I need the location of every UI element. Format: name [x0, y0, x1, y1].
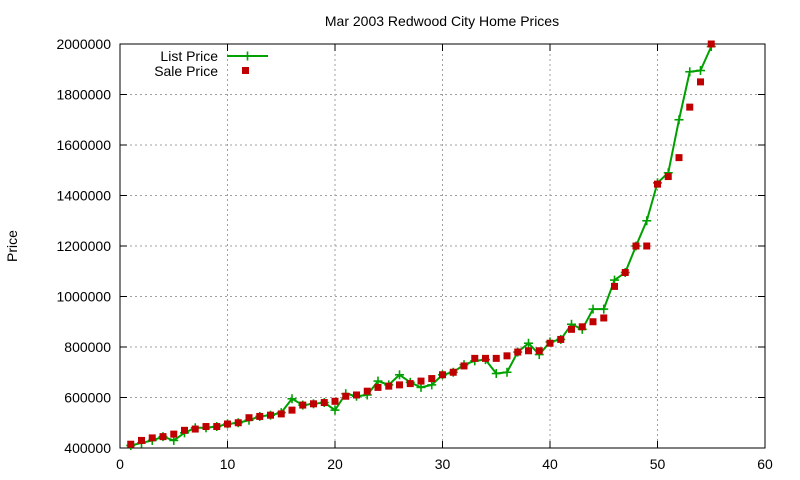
data-point-sale-price [396, 381, 403, 389]
data-point-sale-price [557, 335, 565, 343]
data-point-list-price [330, 405, 340, 415]
legend-marker-list-price [243, 51, 252, 61]
data-point-sale-price [353, 391, 360, 399]
legend-label-sale-price: Sale Price [154, 63, 218, 79]
data-point-list-price [685, 67, 695, 77]
data-point-list-price [395, 370, 404, 380]
data-point-sale-price [127, 440, 135, 448]
grid-lines [120, 44, 765, 448]
x-tick-label: 50 [650, 456, 666, 472]
data-point-sale-price [342, 392, 350, 400]
data-point-sale-price [224, 420, 231, 428]
data-point-sale-price [256, 412, 264, 420]
legend: List Price Sale Price [154, 48, 268, 79]
data-point-sale-price [546, 339, 554, 347]
data-point-sale-price [482, 354, 489, 362]
legend-marker-sale-price [242, 67, 249, 74]
data-point-sale-price [697, 78, 704, 86]
data-point-sale-price [374, 383, 382, 391]
y-tick-label: 1000000 [56, 289, 111, 305]
data-point-sale-price [148, 434, 156, 442]
data-point-sale-price [600, 314, 608, 322]
data-point-sale-price [320, 399, 328, 407]
data-point-sale-price [632, 242, 640, 250]
x-tick-label: 20 [327, 456, 343, 472]
data-point-sale-price [288, 406, 296, 414]
data-point-sale-price [675, 154, 683, 162]
data-point-sale-price [202, 423, 210, 431]
data-point-list-price [674, 115, 684, 125]
y-tick-label: 600000 [64, 390, 111, 406]
chart-title: Mar 2003 Redwood City Home Prices [325, 13, 559, 29]
data-point-sale-price [471, 354, 479, 362]
data-point-sale-price [191, 425, 199, 433]
x-tick-labels: 0 10 20 30 40 50 60 [116, 456, 773, 472]
y-tick-labels: 400000 600000 800000 1000000 1200000 1400000 1… [56, 36, 111, 456]
data-point-list-price [491, 369, 501, 379]
data-point-list-price [696, 66, 705, 76]
data-point-sale-price [578, 323, 586, 331]
data-point-sale-price [234, 419, 242, 427]
y-tick-label: 1400000 [56, 188, 111, 204]
x-tick-label: 10 [220, 456, 236, 472]
data-point-list-price [287, 394, 297, 404]
data-point-sale-price [417, 377, 425, 385]
data-point-sale-price [213, 423, 221, 431]
data-point-sale-price [589, 318, 597, 326]
data-point-sale-price [138, 436, 145, 444]
data-point-sale-price [245, 414, 253, 422]
data-point-sale-price [267, 411, 274, 419]
data-point-sale-price [428, 375, 436, 383]
data-point-sale-price [654, 180, 661, 188]
data-point-sale-price [406, 380, 414, 388]
series-sale-price [127, 40, 715, 448]
data-point-sale-price [643, 242, 651, 250]
y-tick-label: 2000000 [56, 36, 111, 52]
data-point-sale-price [664, 173, 672, 181]
data-point-sale-price [568, 325, 575, 333]
series-layer [126, 40, 716, 450]
x-tick-label: 0 [116, 456, 124, 472]
y-tick-label: 1600000 [56, 137, 111, 153]
data-point-sale-price [310, 400, 317, 408]
data-point-list-price [588, 304, 598, 314]
data-point-sale-price [299, 401, 307, 409]
data-point-list-price [524, 338, 533, 348]
axis-ticks [119, 43, 766, 449]
data-point-sale-price [181, 426, 188, 434]
data-point-list-price [642, 216, 652, 226]
data-point-sale-price [331, 397, 339, 405]
data-point-sale-price [503, 352, 511, 360]
data-point-sale-price [277, 410, 285, 418]
data-point-sale-price [686, 103, 694, 111]
legend-label-list-price: List Price [160, 48, 218, 64]
data-point-sale-price [449, 368, 457, 376]
x-tick-label: 60 [757, 456, 773, 472]
x-tick-label: 40 [542, 456, 558, 472]
y-axis-label: Price [4, 230, 20, 262]
data-point-sale-price [170, 430, 178, 438]
y-tick-label: 1800000 [56, 87, 111, 103]
data-point-sale-price [514, 348, 522, 356]
data-point-sale-price [460, 362, 468, 370]
data-point-sale-price [535, 347, 543, 355]
y-tick-label: 1200000 [56, 238, 111, 254]
data-point-list-price [502, 367, 512, 377]
data-point-sale-price [159, 433, 167, 441]
data-point-sale-price [611, 282, 618, 290]
data-point-sale-price [439, 371, 446, 379]
data-point-sale-price [621, 269, 629, 277]
y-tick-label: 400000 [64, 440, 111, 456]
data-point-list-price [599, 304, 609, 314]
data-point-sale-price [385, 382, 393, 390]
data-point-sale-price [492, 354, 500, 362]
data-point-sale-price [363, 387, 371, 395]
legend-plus-list-price [243, 51, 252, 61]
y-tick-label: 800000 [64, 339, 111, 355]
data-point-sale-price [707, 40, 715, 48]
x-tick-label: 30 [435, 456, 451, 472]
data-point-sale-price [525, 347, 532, 355]
